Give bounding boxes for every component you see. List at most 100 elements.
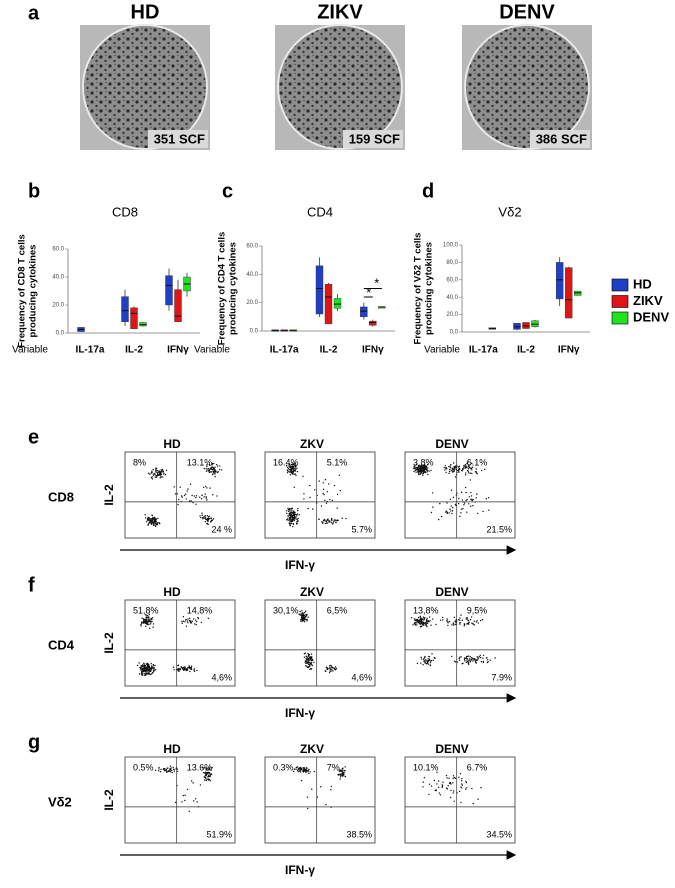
event-dot xyxy=(320,786,322,788)
event-dot xyxy=(454,777,457,780)
event-dot xyxy=(410,616,413,619)
event-dot xyxy=(285,464,288,467)
event-dot xyxy=(460,786,462,788)
event-dot xyxy=(472,504,474,507)
quadrant-percent: 10.1% xyxy=(413,762,439,772)
event-dot xyxy=(154,473,156,475)
event-dot xyxy=(450,510,452,512)
event-dot xyxy=(444,465,446,467)
event-dot xyxy=(423,618,425,621)
event-dot xyxy=(307,661,310,664)
event-dot xyxy=(291,516,294,518)
event-dot xyxy=(414,467,417,469)
event-dot xyxy=(464,788,467,790)
event-dot xyxy=(423,622,426,624)
event-dot xyxy=(207,520,209,522)
event-dot xyxy=(304,610,307,612)
event-dot xyxy=(308,768,310,771)
event-dot xyxy=(216,465,219,467)
event-dot xyxy=(205,768,207,770)
event-dot xyxy=(291,517,293,519)
event-dot xyxy=(459,617,461,619)
event-dot xyxy=(468,621,470,623)
event-dot xyxy=(412,624,414,626)
event-dot xyxy=(336,493,339,496)
event-dot xyxy=(415,471,417,473)
event-dot xyxy=(318,518,320,520)
event-dot xyxy=(464,474,467,476)
well xyxy=(82,24,208,150)
event-dot xyxy=(439,619,442,621)
event-dot xyxy=(219,465,221,467)
box xyxy=(564,267,573,319)
event-dot xyxy=(464,463,467,466)
event-dot xyxy=(164,474,167,476)
event-dot xyxy=(422,786,424,788)
event-dot xyxy=(309,661,311,664)
event-dot xyxy=(150,522,152,525)
event-dot xyxy=(333,519,336,521)
event-dot xyxy=(441,785,444,788)
event-dot xyxy=(213,472,215,474)
event-dot xyxy=(449,498,452,500)
event-dot xyxy=(293,510,295,512)
event-dot xyxy=(309,656,311,658)
event-dot xyxy=(414,465,416,467)
event-dot xyxy=(454,623,457,626)
event-dot xyxy=(461,619,464,621)
event-dot xyxy=(154,520,157,523)
event-dot xyxy=(292,470,295,473)
event-dot xyxy=(181,667,183,669)
event-dot xyxy=(205,769,208,771)
event-dot xyxy=(481,619,484,621)
event-dot xyxy=(141,621,143,623)
event-dot xyxy=(303,498,305,500)
event-dot xyxy=(344,766,346,768)
event-dot xyxy=(289,509,291,512)
event-dot xyxy=(204,776,207,779)
x-caption: Variable xyxy=(194,345,230,356)
event-dot xyxy=(216,495,218,497)
event-dot xyxy=(437,786,440,789)
event-dot xyxy=(430,469,432,472)
event-dot xyxy=(210,773,213,775)
event-dot xyxy=(293,512,295,514)
plot-title: DENV xyxy=(435,437,468,451)
event-dot xyxy=(287,470,290,473)
event-dot xyxy=(428,620,430,623)
event-dot xyxy=(308,654,310,656)
event-dot xyxy=(294,462,296,465)
event-dot xyxy=(211,519,214,521)
event-dot xyxy=(211,767,213,769)
event-dot xyxy=(418,470,420,473)
significance: * xyxy=(366,285,371,300)
event-dot xyxy=(441,784,444,787)
event-dot xyxy=(296,470,299,473)
event-dot xyxy=(476,659,478,661)
event-dot xyxy=(310,661,313,663)
event-dot xyxy=(181,801,183,803)
event-dot xyxy=(161,468,164,471)
event-dot xyxy=(328,671,331,674)
event-dot xyxy=(428,783,431,785)
event-dot xyxy=(446,620,448,622)
event-dot xyxy=(468,623,470,625)
event-dot xyxy=(293,464,296,466)
event-dot xyxy=(476,493,478,495)
event-dot xyxy=(416,662,419,665)
quadrant-percent: 38.5% xyxy=(346,829,372,839)
event-dot xyxy=(424,661,426,663)
x-tick-label: IL-2 xyxy=(320,345,338,356)
event-dot xyxy=(453,776,456,779)
event-dot xyxy=(475,472,478,474)
event-dot xyxy=(417,616,420,619)
event-dot xyxy=(292,523,295,525)
event-dot xyxy=(333,484,336,487)
event-dot xyxy=(448,512,450,514)
quadrant-percent: 34.5% xyxy=(486,829,512,839)
event-dot xyxy=(154,669,157,671)
event-dot xyxy=(465,467,467,469)
panel-label: g xyxy=(28,731,40,753)
event-dot xyxy=(149,667,152,670)
box xyxy=(165,275,173,306)
